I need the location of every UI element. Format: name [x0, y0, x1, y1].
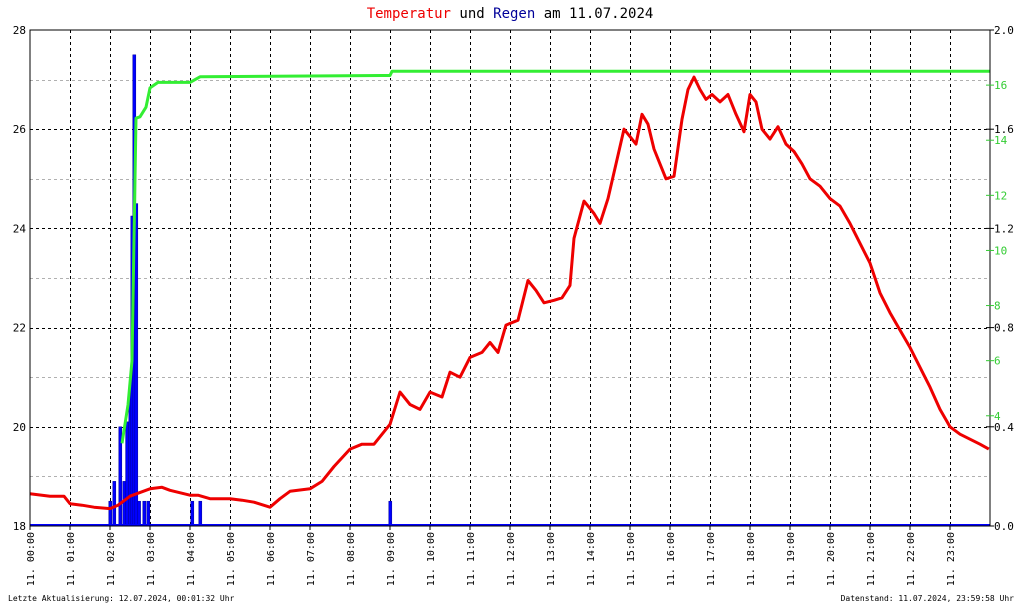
x-tick-label: 11. 14:00 [586, 532, 597, 586]
sum-tick-label: 12 [994, 189, 1007, 202]
chart-title: Temperatur und Regen am 11.07.2024 [367, 6, 654, 22]
right-tick-label: 0.4 [994, 421, 1014, 434]
sum-tick-label: 16 [994, 79, 1007, 92]
x-axis-ticks: 11. 00:00 11. 01:00 11. 02:00 11. 03:00 11. … [26, 526, 957, 586]
left-axis-ticks: 18 20 22 24 26 28 [13, 24, 27, 533]
x-tick-label: 11. 00:00 [26, 532, 37, 586]
footer-data-status: Datenstand: 11.07.2024, 23:59:58 Uhr [841, 594, 1015, 603]
rain-bar [137, 500, 141, 527]
rain-bar [146, 500, 151, 527]
rain-sum-line [120, 69, 990, 444]
x-tick-label: 11. 05:00 [226, 532, 237, 586]
x-tick-label: 11. 13:00 [546, 532, 557, 586]
right-tick-label: 0.8 [994, 322, 1014, 335]
rain-bar [388, 500, 393, 527]
x-tick-label: 11. 22:00 [906, 532, 917, 586]
x-tick-label: 11. 16:00 [666, 532, 677, 586]
sum-tick-label: 8 [994, 300, 1001, 313]
data-lines [29, 69, 990, 511]
title-and: und [451, 6, 493, 22]
x-tick-label: 11. 10:00 [426, 532, 437, 586]
x-tick-label: 11. 08:00 [346, 532, 357, 586]
left-tick-label: 20 [13, 421, 26, 434]
left-tick-label: 24 [13, 222, 27, 235]
x-tick-label: 11. 17:00 [706, 532, 717, 586]
rain-bar [125, 421, 129, 527]
left-tick-label: 18 [13, 520, 26, 533]
right-tick-label: 2.0 [994, 24, 1014, 37]
rain-bar [108, 500, 113, 527]
title-rain: Regen [493, 6, 535, 22]
footer-last-update: Letzte Aktualisierung: 12.07.2024, 00:01… [8, 594, 235, 603]
x-tick-label: 11. 07:00 [306, 532, 317, 586]
x-tick-label: 11. 09:00 [386, 532, 397, 586]
x-tick-label: 11. 15:00 [626, 532, 637, 586]
rain-bar [112, 481, 117, 527]
title-date: am 11.07.2024 [535, 6, 653, 22]
sum-tick-label: 14 [994, 134, 1008, 147]
sum-tick-label: 6 [994, 355, 1001, 368]
x-tick-label: 11. 02:00 [106, 532, 117, 586]
temperature-line [29, 75, 990, 511]
x-tick-label: 11. 23:00 [946, 532, 957, 586]
x-tick-label: 11. 01:00 [66, 532, 77, 586]
right-axis-sum-ticks: 4 6 8 10 12 14 16 [986, 79, 1008, 423]
left-tick-label: 22 [13, 322, 26, 335]
right-tick-label: 0.0 [994, 520, 1014, 533]
right-axis-rain-ticks: 0.0 0.4 0.8 1.2 1.6 2.0 [986, 24, 1014, 533]
x-tick-label: 11. 20:00 [826, 532, 837, 586]
sum-tick-label: 10 [994, 244, 1007, 257]
rain-bar [190, 500, 195, 527]
x-tick-label: 11. 18:00 [746, 532, 757, 586]
rain-bar [142, 500, 147, 527]
left-tick-label: 26 [13, 123, 26, 136]
x-tick-label: 11. 19:00 [786, 532, 797, 586]
x-tick-label: 11. 11:00 [466, 532, 477, 586]
x-tick-label: 11. 21:00 [866, 532, 877, 586]
grid-lines [30, 30, 990, 526]
left-tick-label: 28 [13, 24, 26, 37]
right-tick-label: 1.6 [994, 123, 1014, 136]
x-tick-label: 11. 06:00 [266, 532, 277, 586]
right-tick-label: 1.2 [994, 222, 1014, 235]
title-temperature: Temperatur [367, 6, 451, 22]
rain-bar [198, 500, 203, 527]
sum-tick-label: 4 [994, 410, 1001, 423]
x-tick-label: 11. 03:00 [146, 532, 157, 586]
x-tick-label: 11. 12:00 [506, 532, 517, 586]
x-tick-label: 11. 04:00 [186, 532, 197, 586]
